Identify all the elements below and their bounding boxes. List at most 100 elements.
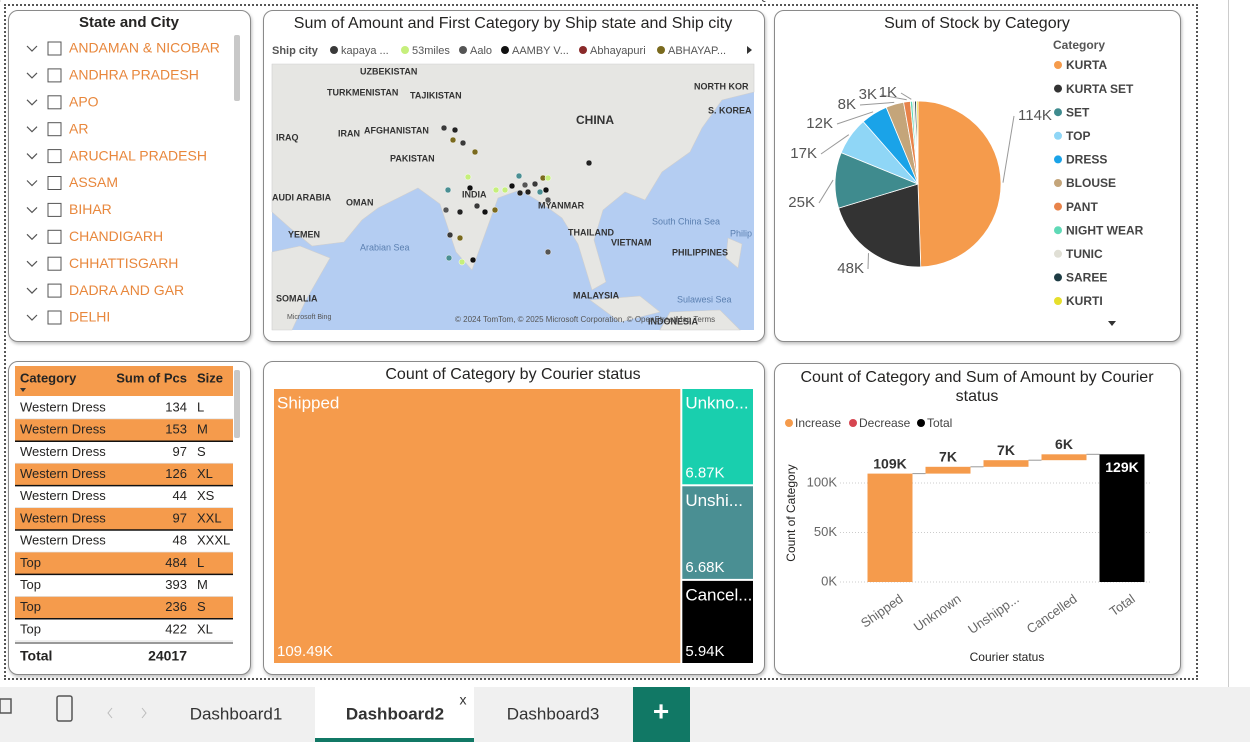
expand-chevron xyxy=(26,180,38,187)
map-legend-label: AAMBY V... xyxy=(512,45,569,57)
table-cell: 422 xyxy=(165,621,187,636)
slicer-item[interactable]: APO xyxy=(69,94,99,110)
map-legend-label: 53miles xyxy=(412,45,450,57)
checkbox[interactable] xyxy=(47,283,62,298)
treemap-value: 6.87K xyxy=(685,464,724,481)
map-point[interactable] xyxy=(492,186,500,194)
map-point[interactable] xyxy=(521,181,529,189)
table-cell: Top xyxy=(20,555,41,570)
map-point[interactable] xyxy=(445,254,453,262)
map-point[interactable] xyxy=(501,186,509,194)
map-point[interactable] xyxy=(466,184,474,192)
map-point[interactable] xyxy=(458,258,466,266)
map-place-label: IRAQ xyxy=(276,132,299,142)
map-point[interactable] xyxy=(471,148,479,156)
waterfall-bar[interactable] xyxy=(925,466,971,474)
map-point[interactable] xyxy=(536,188,544,196)
map-point[interactable] xyxy=(585,159,593,167)
map-point[interactable] xyxy=(491,206,499,214)
map-point[interactable] xyxy=(451,126,459,134)
map-point[interactable] xyxy=(449,136,457,144)
treemap-cell[interactable] xyxy=(682,389,753,485)
waterfall-bar[interactable] xyxy=(1099,454,1145,582)
checkbox[interactable] xyxy=(47,310,62,325)
treemap-cell[interactable] xyxy=(682,486,753,579)
checkbox[interactable] xyxy=(47,256,62,271)
active-tab[interactable] xyxy=(315,687,474,742)
table-row-band xyxy=(15,596,233,619)
map-point[interactable] xyxy=(459,139,467,147)
page-tab[interactable]: Dashboard1 xyxy=(190,704,283,723)
checkbox[interactable] xyxy=(47,149,62,164)
map-point[interactable] xyxy=(516,189,524,197)
map-point[interactable] xyxy=(544,248,552,256)
scrollbar xyxy=(234,35,240,101)
map-place-label: INDIA xyxy=(462,189,487,199)
pie-slice[interactable] xyxy=(917,100,1002,268)
map-point[interactable] xyxy=(456,234,464,242)
legend-next[interactable] xyxy=(747,46,752,54)
leader-line xyxy=(818,179,834,204)
map-point[interactable] xyxy=(444,186,452,194)
treemap-cell[interactable] xyxy=(682,580,753,663)
waterfall-bar[interactable] xyxy=(867,473,913,582)
slicer-item[interactable]: ASSAM xyxy=(69,174,118,190)
table-cell: 153 xyxy=(165,422,187,437)
slicer-item[interactable]: AR xyxy=(69,120,88,136)
slicer-item[interactable]: ARUCHAL PRADESH xyxy=(69,147,207,163)
map-land xyxy=(271,245,331,331)
map-point[interactable] xyxy=(442,206,450,214)
table-cell: 48 xyxy=(173,533,187,548)
page-tab[interactable]: Dashboard3 xyxy=(507,704,600,723)
slicer-item[interactable]: BIHAR xyxy=(69,201,112,217)
map-point[interactable] xyxy=(544,174,552,182)
table-cell: M xyxy=(197,577,208,592)
map-point[interactable] xyxy=(542,186,550,194)
prev-page[interactable] xyxy=(107,707,113,719)
legend-scroll[interactable] xyxy=(1108,321,1116,326)
map-point[interactable] xyxy=(481,208,489,216)
legend-label: PANT xyxy=(1066,200,1098,214)
pie-slice[interactable] xyxy=(838,183,922,268)
slicer-item[interactable]: DADRA AND GAR xyxy=(69,282,184,298)
slicer-item[interactable]: ANDHRA PRADESH xyxy=(69,67,199,83)
map-place-label: IRAN xyxy=(338,128,360,138)
new-tab-button[interactable] xyxy=(633,687,690,742)
slicer-item[interactable]: CHHATTISGARH xyxy=(69,255,178,271)
slicer-item[interactable]: CHANDIGARH xyxy=(69,228,163,244)
checkbox[interactable] xyxy=(47,229,62,244)
map-point[interactable] xyxy=(531,180,539,188)
map-point[interactable] xyxy=(456,208,464,216)
map-point[interactable] xyxy=(440,124,448,132)
next-page[interactable] xyxy=(141,707,147,719)
checkbox[interactable] xyxy=(47,95,62,110)
slicer-item[interactable]: ANDAMAN & NICOBAR xyxy=(69,40,220,56)
checkbox[interactable] xyxy=(47,176,62,190)
waterfall-bar[interactable] xyxy=(983,460,1029,467)
pie-slice[interactable] xyxy=(916,100,919,185)
treemap-cell[interactable] xyxy=(274,389,681,663)
pie-value-label: 114K xyxy=(1018,107,1052,124)
map-land xyxy=(271,63,755,291)
map-point[interactable] xyxy=(508,182,516,190)
slicer-item[interactable]: DELHI xyxy=(69,309,110,325)
desktop-icon[interactable] xyxy=(0,698,12,714)
map-point[interactable] xyxy=(524,188,532,196)
checkbox[interactable] xyxy=(47,68,62,83)
new-tab[interactable]: + xyxy=(653,695,669,726)
checkbox[interactable] xyxy=(47,122,62,137)
page-tab[interactable]: Dashboard2 xyxy=(346,704,444,723)
map-point[interactable] xyxy=(473,202,481,210)
table-row-band xyxy=(15,419,233,442)
waterfall-bar[interactable] xyxy=(1041,454,1087,461)
phone-icon[interactable] xyxy=(56,695,73,722)
map-legend-label: ABHAYAP... xyxy=(668,45,726,57)
map-point[interactable] xyxy=(544,196,552,204)
map-point[interactable] xyxy=(464,173,472,181)
close-tab[interactable]: x xyxy=(460,692,467,708)
checkbox[interactable] xyxy=(47,202,62,217)
checkbox[interactable] xyxy=(47,41,62,56)
map-point[interactable] xyxy=(515,172,523,180)
map-point[interactable] xyxy=(446,231,454,239)
map-point[interactable] xyxy=(469,256,477,264)
